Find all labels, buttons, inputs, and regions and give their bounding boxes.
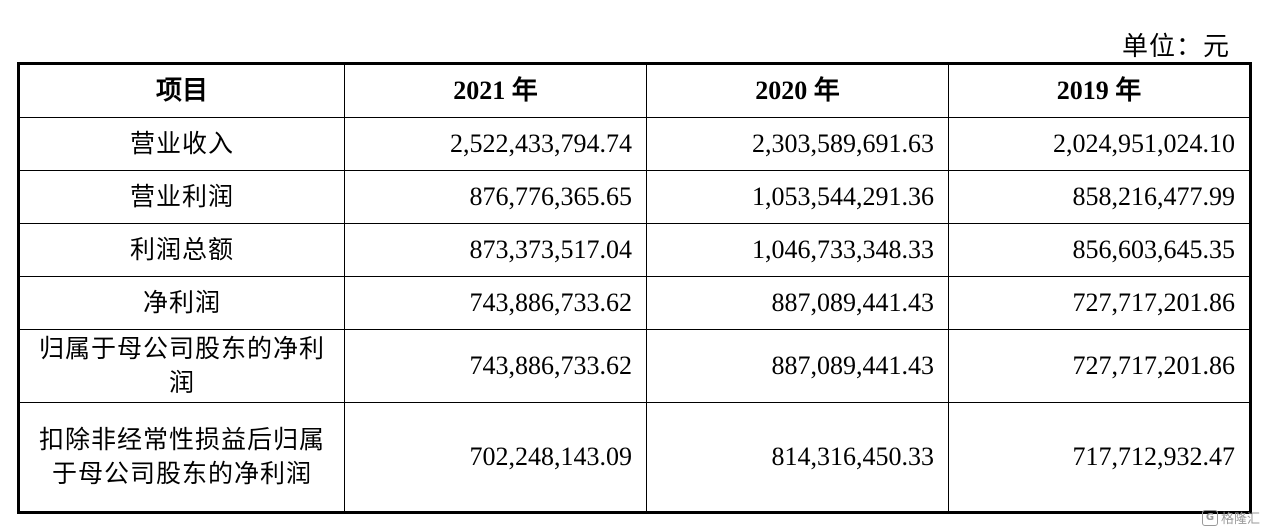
- watermark: G 格隆汇: [1202, 508, 1260, 527]
- table-row: 利润总额 873,373,517.04 1,046,733,348.33 856…: [19, 224, 1251, 277]
- cell-2020: 2,303,589,691.63: [647, 118, 949, 171]
- cell-2021: 876,776,365.65: [345, 171, 647, 224]
- cell-2020: 814,316,450.33: [647, 403, 949, 513]
- table-row: 营业收入 2,522,433,794.74 2,303,589,691.63 2…: [19, 118, 1251, 171]
- row-label: 营业利润: [19, 171, 345, 224]
- cell-2021: 873,373,517.04: [345, 224, 647, 277]
- cell-2019: 856,603,645.35: [949, 224, 1251, 277]
- row-label: 利润总额: [19, 224, 345, 277]
- table-row: 营业利润 876,776,365.65 1,053,544,291.36 858…: [19, 171, 1251, 224]
- cell-2019: 727,717,201.86: [949, 330, 1251, 403]
- table-row: 归属于母公司股东的净利润 743,886,733.62 887,089,441.…: [19, 330, 1251, 403]
- financial-table: 项目 2021 年 2020 年 2019 年 营业收入 2,522,433,7…: [17, 62, 1252, 514]
- cell-2019: 717,712,932.47: [949, 403, 1251, 513]
- header-year-2019: 2019 年: [949, 64, 1251, 118]
- cell-2021: 702,248,143.09: [345, 403, 647, 513]
- cell-2020: 887,089,441.43: [647, 330, 949, 403]
- header-year-2021: 2021 年: [345, 64, 647, 118]
- cell-2019: 858,216,477.99: [949, 171, 1251, 224]
- header-row: 项目 2021 年 2020 年 2019 年: [19, 64, 1251, 118]
- row-label: 扣除非经常性损益后归属于母公司股东的净利润: [19, 403, 345, 513]
- row-label: 净利润: [19, 277, 345, 330]
- row-label: 归属于母公司股东的净利润: [19, 330, 345, 403]
- cell-2021: 743,886,733.62: [345, 330, 647, 403]
- cell-2021: 2,522,433,794.74: [345, 118, 647, 171]
- cell-2020: 1,053,544,291.36: [647, 171, 949, 224]
- header-year-2020: 2020 年: [647, 64, 949, 118]
- table-row: 扣除非经常性损益后归属于母公司股东的净利润 702,248,143.09 814…: [19, 403, 1251, 513]
- header-item: 项目: [19, 64, 345, 118]
- cell-2020: 1,046,733,348.33: [647, 224, 949, 277]
- row-label: 营业收入: [19, 118, 345, 171]
- watermark-logo-icon: G: [1202, 510, 1218, 526]
- cell-2021: 743,886,733.62: [345, 277, 647, 330]
- cell-2019: 727,717,201.86: [949, 277, 1251, 330]
- unit-label: 单位：元: [1122, 26, 1230, 63]
- cell-2020: 887,089,441.43: [647, 277, 949, 330]
- cell-2019: 2,024,951,024.10: [949, 118, 1251, 171]
- table-row: 净利润 743,886,733.62 887,089,441.43 727,71…: [19, 277, 1251, 330]
- watermark-text: 格隆汇: [1221, 508, 1260, 527]
